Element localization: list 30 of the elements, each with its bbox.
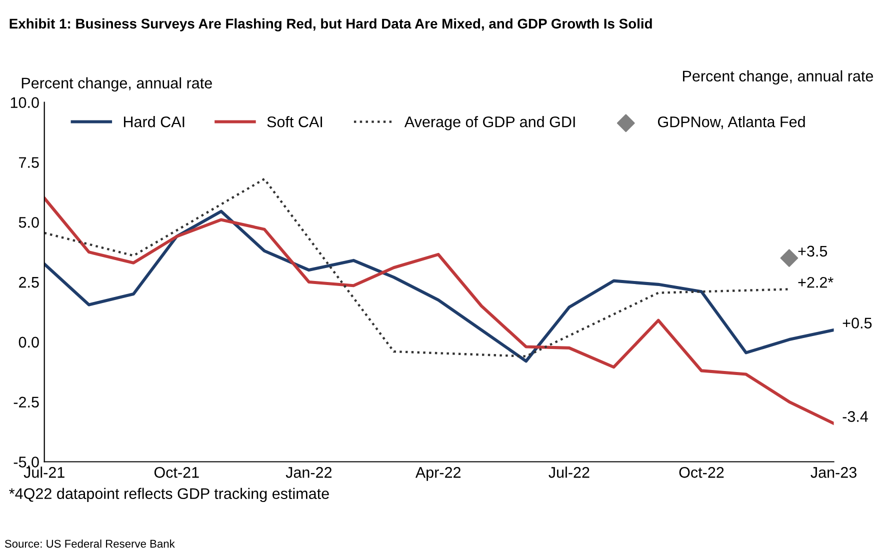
- y-tick-label: 10.0: [10, 97, 39, 108]
- x-tick-label: Jan-22: [286, 467, 332, 478]
- text: Percent change, annual rate: [683, 70, 874, 85]
- x-tick-label: Jul-21: [24, 466, 64, 478]
- line-series: [44, 210, 834, 363]
- x-tick-label: Oct-22: [679, 467, 724, 478]
- line-series: [44, 196, 834, 425]
- y-tick-label: 5.0: [18, 216, 39, 228]
- annotation: +2.2*: [798, 276, 834, 288]
- y-axis-title: Percent change, annual rate: [22, 77, 212, 92]
- legend-label: GDPNow, Atlanta Fed: [658, 116, 805, 130]
- annotation: -3.4: [842, 411, 868, 422]
- y-tick-label: 7.5: [19, 157, 39, 168]
- chart-title: Exhibit 1: Business Surveys Are Flashing Red, but Hard Data Are Mixed, and GDP Growth Is Solid: [10, 18, 652, 32]
- text: *4Q22 datapoint reflects GDP tracking estimate: [9, 488, 329, 502]
- legend-label: Average of GDP and GDI: [404, 116, 575, 130]
- line-series: [44, 178, 790, 358]
- y-tick-label: 0.0: [18, 336, 39, 348]
- y-tick-label: -2.5: [14, 396, 39, 408]
- x-tick-label: Apr-22: [415, 467, 461, 481]
- legend-label: Soft CAI: [267, 116, 322, 128]
- annotation: +3.5: [798, 246, 828, 257]
- x-tick-label: Oct-21: [154, 467, 199, 478]
- source-note: Source: US Federal Reserve Bank: [4, 540, 175, 548]
- annotation: +0.5: [842, 318, 872, 328]
- x-tick-label: Jul-22: [548, 466, 590, 478]
- legend-label: Hard CAI: [124, 116, 184, 128]
- y-tick-label: -5.0: [14, 456, 39, 468]
- y-tick-label: 2.5: [19, 276, 39, 288]
- x-tick-label: Jan-23: [810, 467, 856, 478]
